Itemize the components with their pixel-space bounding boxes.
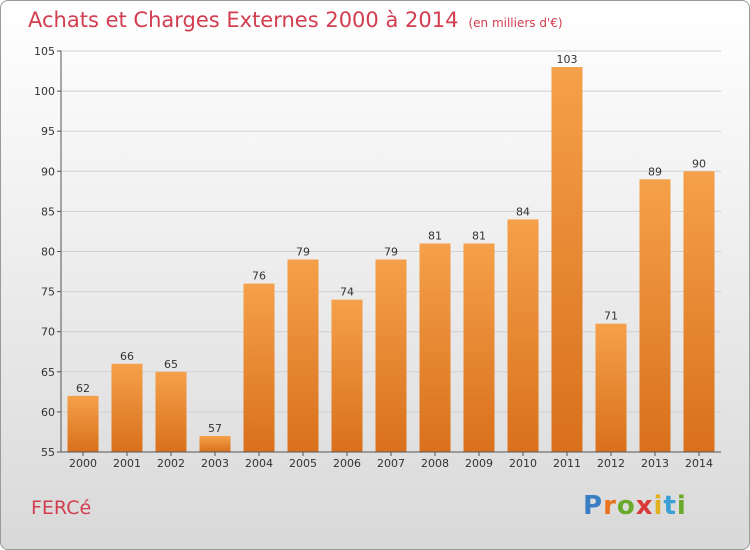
bar-value-label: 71	[604, 310, 618, 323]
bar-value-label: 65	[164, 358, 178, 371]
logo-letter: r	[603, 491, 617, 521]
bar-value-label: 84	[516, 205, 530, 218]
x-tick-label: 2012	[597, 457, 625, 470]
x-tick-label: 2009	[465, 457, 493, 470]
bar[interactable]	[67, 395, 99, 452]
bar[interactable]	[331, 299, 363, 452]
chart-subtitle: (en milliers d'€)	[468, 16, 563, 30]
x-tick-label: 2013	[641, 457, 669, 470]
bar-value-label: 79	[384, 246, 398, 259]
y-tick-label: 100	[34, 85, 55, 98]
bars: 62 66 65 57 76 79 74 79 81 81 84 103 71 89 90	[67, 53, 715, 453]
bar-value-label: 81	[428, 229, 442, 242]
x-tick-label: 2001	[113, 457, 141, 470]
chart-title-text: Achats et Charges Externes 2000 à 2014	[28, 8, 459, 32]
x-tick-label: 2014	[685, 457, 713, 470]
bar-value-label: 90	[692, 157, 706, 170]
x-tick-label: 2006	[333, 457, 361, 470]
logo-letter: P	[583, 491, 604, 521]
bar-value-label: 66	[120, 350, 134, 363]
chart-title: Achats et Charges Externes 2000 à 2014 (e…	[28, 8, 563, 32]
bar[interactable]	[287, 259, 319, 452]
bar-value-label: 89	[648, 165, 662, 178]
x-tick-label: 2008	[421, 457, 449, 470]
y-tick-label: 90	[41, 165, 55, 178]
bar[interactable]	[111, 363, 143, 452]
x-tick-label: 2011	[553, 457, 581, 470]
logo-letter: o	[616, 491, 636, 521]
y-tick-label: 80	[41, 246, 55, 259]
bar[interactable]	[639, 179, 671, 452]
bar[interactable]	[595, 323, 627, 452]
bar-value-label: 76	[252, 270, 266, 283]
y-tick-label: 55	[41, 446, 55, 459]
bar-value-label: 74	[340, 286, 354, 299]
x-tick-label: 2010	[509, 457, 537, 470]
bar[interactable]	[507, 219, 539, 452]
bar[interactable]	[419, 243, 451, 452]
y-tick-label: 105	[34, 45, 55, 58]
y-tick-label: 95	[41, 125, 55, 138]
x-tick-label: 2002	[157, 457, 185, 470]
bar-value-label: 62	[76, 382, 90, 395]
bar-value-label: 81	[472, 229, 486, 242]
proxiti-logo[interactable]: Proxiti	[583, 491, 687, 521]
x-tick-label: 2003	[201, 457, 229, 470]
bar[interactable]	[375, 259, 407, 452]
bar-value-label: 57	[208, 422, 222, 435]
x-tick-label: 2005	[289, 457, 317, 470]
x-axis: 2000 2001 2002 2003 2004 2005 2006 2007 2008 2009…	[61, 451, 721, 470]
bar[interactable]	[683, 171, 715, 453]
logo-letter: i	[676, 491, 687, 521]
bar[interactable]	[551, 67, 583, 452]
logo-letter: x	[635, 491, 654, 521]
y-tick-label: 85	[41, 205, 55, 218]
y-tick-label: 70	[41, 326, 55, 339]
x-tick-label: 2007	[377, 457, 405, 470]
x-tick-label: 2000	[69, 457, 97, 470]
bar-value-label: 79	[296, 246, 310, 259]
y-tick-label: 65	[41, 366, 55, 379]
bar[interactable]	[199, 435, 231, 452]
bar[interactable]	[463, 243, 495, 452]
bar[interactable]	[243, 283, 275, 452]
bar-value-label: 103	[557, 53, 578, 66]
y-tick-label: 60	[41, 406, 55, 419]
commune-name: FERCé	[31, 497, 92, 519]
y-tick-label: 75	[41, 286, 55, 299]
bar[interactable]	[155, 371, 187, 452]
logo-letter: t	[663, 491, 677, 521]
x-tick-label: 2004	[245, 457, 273, 470]
logo-letter: i	[653, 491, 664, 521]
y-axis: 55 60 65 70 75 80 85 90 95 100 105	[34, 45, 62, 459]
